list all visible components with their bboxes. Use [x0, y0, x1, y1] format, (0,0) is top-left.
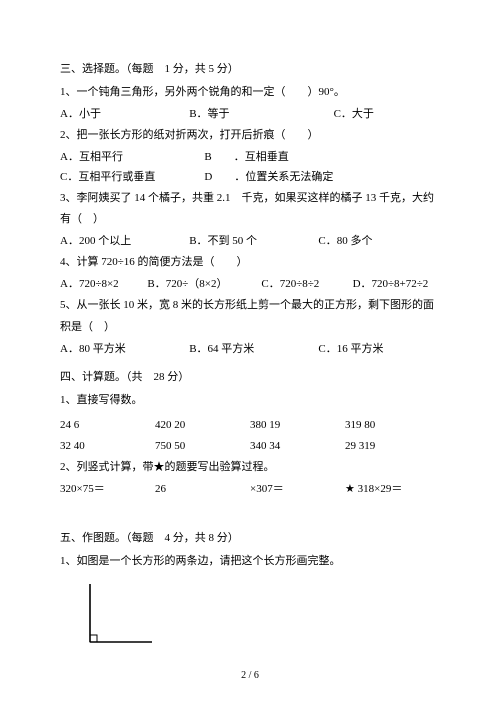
- option: D ．位置关系无法确定: [204, 167, 333, 188]
- q3-5-line2: 积是（ ）: [60, 317, 440, 338]
- q3-2-options-cd: C．互相平行或垂直 D ．位置关系无法确定: [60, 167, 440, 188]
- q3-5-line1: 5、从一张长 10 米，宽 8 米的长方形纸上剪一个最大的正方形，剩下图形的面: [60, 295, 440, 316]
- q3-1-options: A．小于 B．等于 C．大于: [60, 104, 440, 125]
- calc-cell: 340 34: [250, 436, 345, 457]
- option: A．80 平方米: [60, 339, 189, 360]
- q5-1-text: 1、如图是一个长方形的两条边，请把这个长方形画完整。: [60, 551, 440, 572]
- q3-4-text: 4、计算 720÷16 的简便方法是（ ）: [60, 252, 440, 273]
- option: B．720÷（8×2）: [147, 274, 261, 295]
- option: C．大于: [334, 104, 374, 125]
- q3-3-options: A．200 个以上 B．不到 50 个 C．80 多个: [60, 231, 440, 252]
- option: A．720÷8×2: [60, 274, 147, 295]
- option: B．不到 50 个: [189, 231, 318, 252]
- option: B ．互相垂直: [204, 147, 288, 168]
- section-4-title: 四、计算题。（共 28 分）: [60, 367, 440, 388]
- option: C．80 多个: [318, 231, 372, 252]
- two-sides-icon: [80, 580, 158, 650]
- calc-row-2: 32 40 750 50 340 34 29 319: [60, 436, 440, 457]
- q3-4-options: A．720÷8×2 B．720÷（8×2） C．720÷8÷2 D．720÷8+…: [60, 274, 440, 295]
- calc-cell: 32 40: [60, 436, 155, 457]
- rectangle-figure: [80, 580, 440, 650]
- calc-cell: 420 20: [155, 415, 250, 436]
- option: C．720÷8÷2: [261, 274, 352, 295]
- q3-1-text: 1、一个钝角三角形，另外两个锐角的和一定（ ）90°。: [60, 82, 440, 103]
- q3-2-text: 2、把一张长方形的纸对折两次，打开后折痕（ ）: [60, 125, 440, 146]
- q4-2-text: 2、列竖式计算，带★的题要写出验算过程。: [60, 457, 440, 478]
- calc-item: ★ 318×29＝: [345, 479, 440, 500]
- calc-cell: 319 80: [345, 415, 440, 436]
- option: B．64 平方米: [189, 339, 318, 360]
- q3-5-options: A．80 平方米 B．64 平方米 C．16 平方米: [60, 339, 440, 360]
- q3-2-options-ab: A．互相平行 B ．互相垂直: [60, 147, 440, 168]
- calc-item: ×307＝: [250, 479, 345, 500]
- calc-row-1: 24 6 420 20 380 19 319 80: [60, 415, 440, 436]
- page-number: 2 / 6: [0, 666, 500, 685]
- section-5-title: 五、作图题。（每题 4 分，共 8 分）: [60, 528, 440, 549]
- option: A．200 个以上: [60, 231, 189, 252]
- option: B．等于: [189, 104, 333, 125]
- option: C．16 平方米: [318, 339, 383, 360]
- q4-2-items: 320×75＝ 26 ×307＝ ★ 318×29＝: [60, 479, 440, 500]
- calc-item: 26: [155, 479, 250, 500]
- calc-cell: 750 50: [155, 436, 250, 457]
- section-3-title: 三、选择题。（每题 1 分，共 5 分）: [60, 59, 440, 80]
- option: A．互相平行: [60, 147, 204, 168]
- q3-3-text: 3、李阿姨买了 14 个橘子，共重 2.1 千克，如果买这样的橘子 13 千克，…: [60, 188, 440, 230]
- q4-1-text: 1、直接写得数。: [60, 390, 440, 411]
- calc-cell: 380 19: [250, 415, 345, 436]
- calc-cell: 29 319: [345, 436, 440, 457]
- calc-cell: 24 6: [60, 415, 155, 436]
- option: A．小于: [60, 104, 189, 125]
- option: C．互相平行或垂直: [60, 167, 204, 188]
- calc-item: 320×75＝: [60, 479, 155, 500]
- option: D．720÷8+72÷2: [353, 274, 429, 295]
